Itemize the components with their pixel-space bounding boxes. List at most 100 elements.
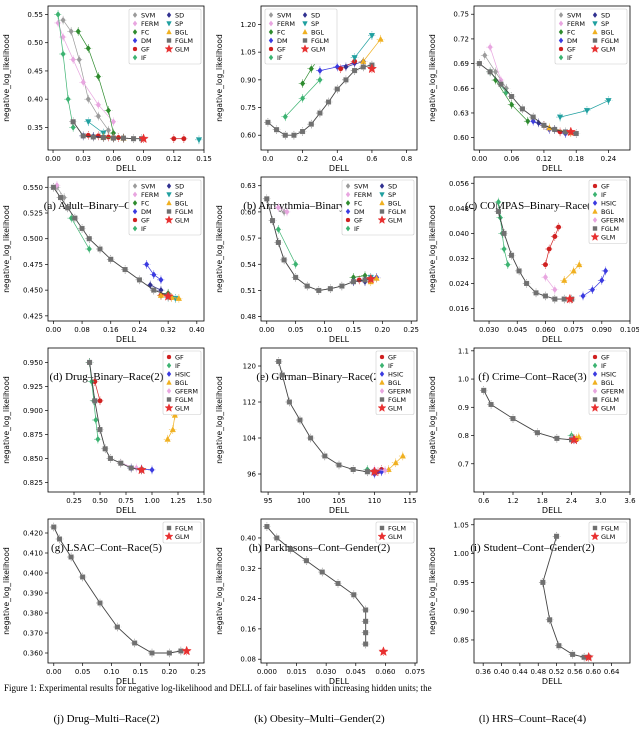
- x-tick-label: 3.6: [624, 497, 636, 505]
- gf-point: [356, 277, 362, 283]
- y-tick-label: 0.63: [240, 182, 256, 190]
- fglm-point: [327, 286, 333, 292]
- legend-box: [375, 350, 415, 415]
- fglm-point: [304, 283, 310, 289]
- x-axis-label: DELL: [116, 677, 137, 686]
- legend-marker-dm: [132, 37, 138, 44]
- fglm-point: [498, 81, 504, 87]
- plot-frame: [473, 347, 631, 493]
- fglm-point: [264, 524, 270, 530]
- fglm-point: [282, 132, 288, 138]
- plot-frame: [260, 176, 418, 322]
- legend-label-glm: GLM: [388, 404, 402, 412]
- hsic-point: [589, 286, 595, 294]
- if-point: [93, 416, 99, 424]
- legend-box: [128, 179, 202, 236]
- legend-label-glm: GLM: [388, 533, 402, 541]
- fglm-point: [128, 465, 134, 471]
- legend-marker-sd: [302, 12, 308, 18]
- if-point: [282, 113, 288, 121]
- caption-g: (g) LSAC–Cont–Race(5): [51, 542, 162, 554]
- panel-g: 0.25 0.50 0.75 1.00 1.25 1.50 0.825 0.850 0.875 0…: [0, 342, 213, 568]
- legend-label-if: IF: [354, 225, 360, 233]
- fglm-point: [547, 617, 553, 623]
- glm-point: [378, 646, 389, 656]
- caption-k: (k) Obesity–Multi–Gender(2): [254, 713, 385, 725]
- ferm-point: [95, 101, 101, 109]
- plot-frame: [260, 518, 418, 664]
- legend-label-sp: SP: [311, 20, 319, 28]
- gf-point: [97, 398, 103, 404]
- legend-marker-fc: [132, 29, 138, 35]
- sp-point: [556, 114, 564, 121]
- legend-marker-gferm: [379, 388, 385, 394]
- x-axis-label: DELL: [542, 677, 563, 686]
- legend-marker-glm: [164, 215, 174, 224]
- caption-f: (f) Crime–Cont–Race(3): [478, 371, 587, 383]
- y-tick-label: 0.450: [23, 287, 43, 295]
- y-tick-label: 0.60: [453, 134, 469, 142]
- x-tick-label: 0.52: [549, 668, 565, 676]
- legend-marker-fc: [268, 29, 274, 35]
- x-tick-label: 0.045: [507, 326, 527, 334]
- fglm-point: [322, 453, 328, 459]
- x-axis-label: DELL: [329, 506, 350, 515]
- sp-point: [351, 55, 358, 62]
- fglm-point: [108, 256, 114, 262]
- y-axis-label: negative_log_likelihood: [428, 34, 437, 122]
- x-tick-label: 0.045: [346, 668, 366, 676]
- legend-marker-glm: [377, 215, 387, 224]
- fglm-point: [114, 624, 120, 630]
- ferm-point: [60, 33, 66, 41]
- plot-frame: [47, 518, 205, 664]
- if-point: [89, 378, 95, 385]
- fglm-line: [483, 390, 572, 441]
- gf-point: [546, 246, 552, 252]
- fglm-point: [281, 257, 287, 263]
- legend-label-bgl: BGL: [388, 199, 401, 207]
- y-tick-label: 1.05: [240, 49, 256, 57]
- legend-marker-hsic: [379, 371, 385, 377]
- panel-f: 0.030 0.045 0.060 0.075 0.090 0.105 0.016 0.024…: [426, 171, 639, 397]
- y-tick-label: 0.60: [240, 208, 256, 216]
- panel-i: 0.6 1.2 1.8 2.4 3.0 3.6 0.7 0.8 0.9 1.0 1.1 DELL neg…: [426, 342, 639, 568]
- legend-marker-bgl: [592, 28, 598, 35]
- legend-marker-if: [592, 191, 598, 198]
- legend-label-hsic: HSIC: [175, 370, 191, 378]
- legend-label-gferm: GFERM: [601, 216, 624, 224]
- legend-label-if: IF: [388, 362, 394, 370]
- x-tick-label: 0.105: [620, 326, 639, 334]
- plot-frame: [47, 5, 205, 151]
- bgl-point: [576, 261, 583, 268]
- x-tick-label: 0.030: [479, 326, 499, 334]
- x-tick-label: 0.8: [401, 155, 412, 163]
- chart-c: 0.00 0.06 0.12 0.18 0.24 0.60 0.63 0.66 0.69 0.72…: [428, 5, 631, 173]
- legend-label-fglm: FGLM: [175, 396, 193, 404]
- x-tick-label: 0.08: [74, 326, 90, 334]
- x-tick-label: 0.00: [46, 668, 62, 676]
- legend-label-bgl: BGL: [175, 199, 188, 207]
- glm-point: [583, 651, 594, 662]
- legend-label-svm: SVM: [141, 11, 155, 19]
- ferm-line: [489, 46, 502, 81]
- if-line: [277, 229, 297, 265]
- legend-box: [128, 8, 202, 65]
- y-tick-label: 1.00: [453, 550, 469, 558]
- legend-label-fglm: FGLM: [388, 396, 406, 404]
- y-tick-label: 0.66: [453, 85, 469, 93]
- legend-box: [264, 8, 338, 65]
- x-tick-label: 0.6: [478, 497, 490, 505]
- legend-label-dm: DM: [277, 37, 288, 45]
- legend-label-sp: SP: [388, 191, 396, 199]
- fglm-point: [102, 446, 108, 452]
- y-tick-label: 0.056: [449, 180, 470, 188]
- x-tick-label: 0.015: [287, 668, 307, 676]
- fglm-point: [86, 236, 92, 242]
- x-tick-label: 0.40: [494, 668, 510, 676]
- y-tick-label: 0.925: [23, 383, 43, 391]
- fglm-point: [495, 208, 501, 214]
- fglm-point: [509, 252, 515, 258]
- fglm-point: [107, 455, 113, 461]
- plot-area: [475, 42, 613, 138]
- x-axis-label: DELL: [116, 506, 137, 515]
